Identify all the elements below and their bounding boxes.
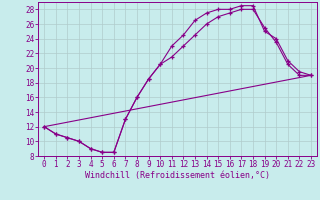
X-axis label: Windchill (Refroidissement éolien,°C): Windchill (Refroidissement éolien,°C) <box>85 171 270 180</box>
